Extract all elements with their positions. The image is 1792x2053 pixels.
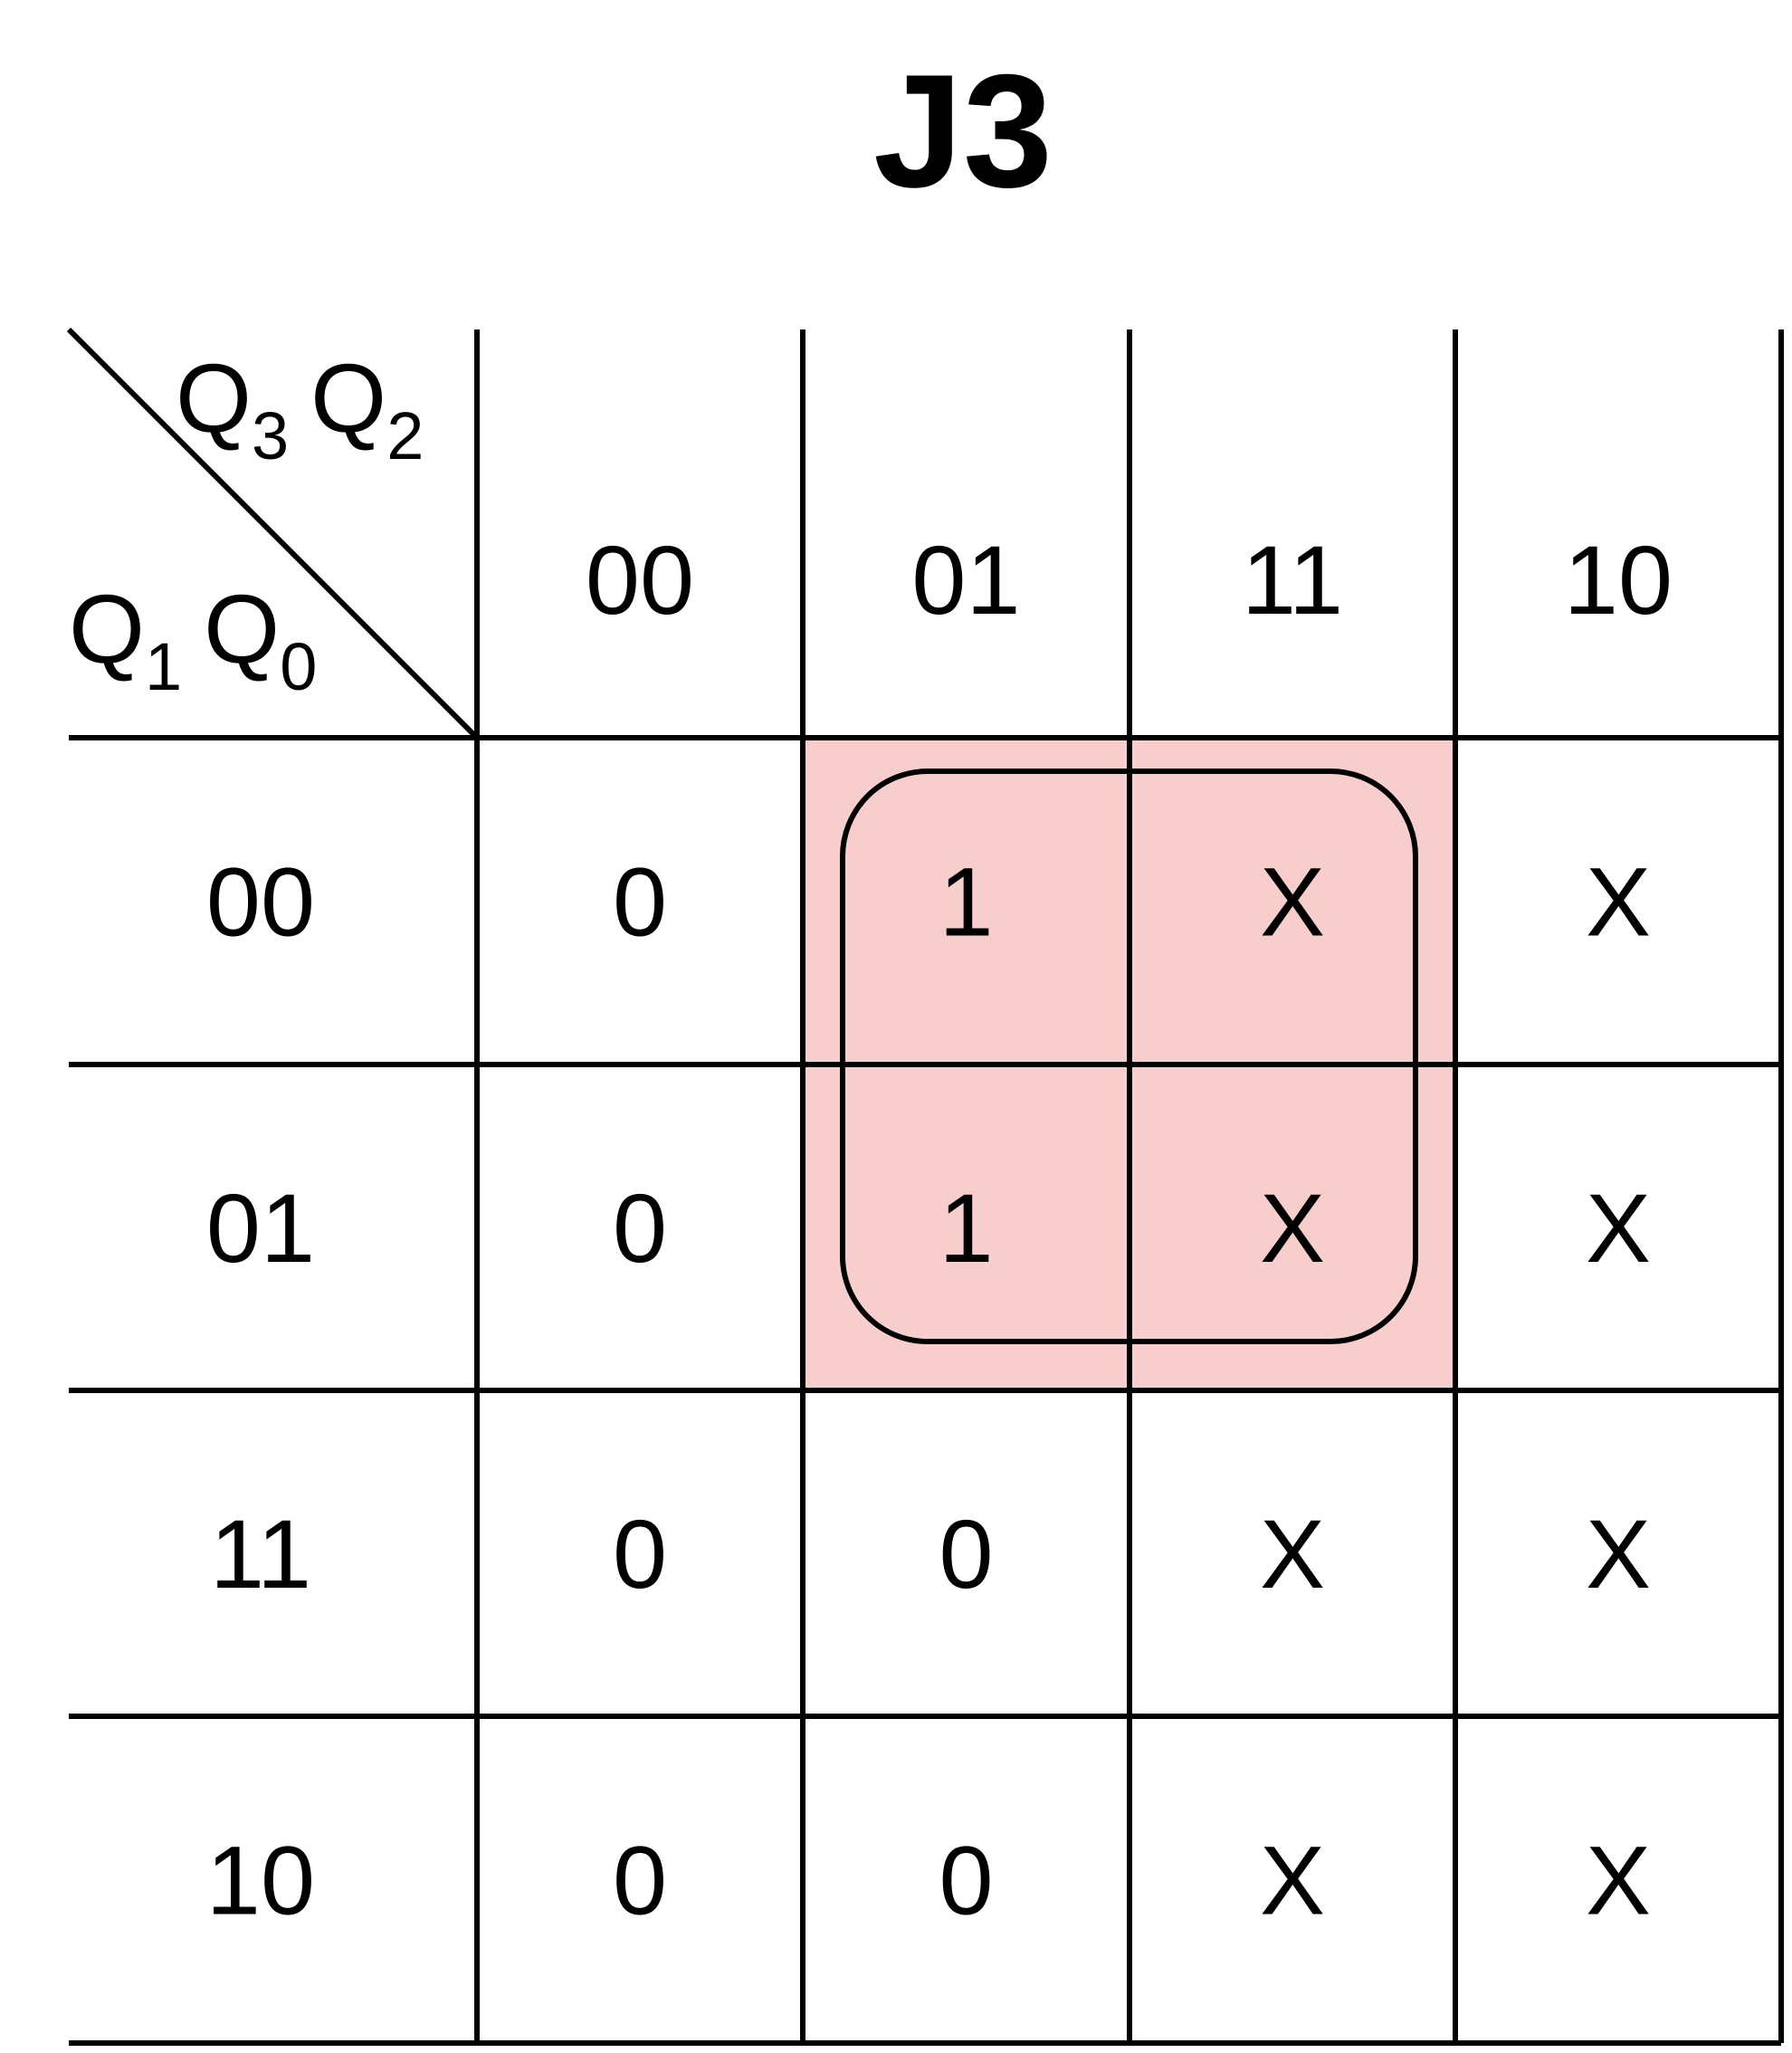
grouping-loop [840,769,1418,1344]
column-header: 01 [911,525,1020,635]
cell-value: X [1586,1173,1651,1283]
variable-name: Q [176,343,252,453]
highlight-cell [803,738,1130,1065]
highlight-cell [1130,1065,1455,1390]
map-title: J3 [873,41,1053,221]
cell-value: X [1260,1173,1325,1283]
corner-diagonal [66,327,480,740]
cell-value: X [1260,1499,1325,1609]
highlight-cell [1130,738,1455,1065]
row-header: 00 [206,847,315,957]
cell-values: 0 1 X X 0 1 X X 0 0 X X 0 0 X X [613,847,1651,1935]
column-headers: 00 01 11 10 [586,525,1673,635]
grid-lines [66,327,1784,2046]
column-header: 11 [1242,525,1343,635]
variable-name: Q [69,574,145,683]
cell-value: X [1586,847,1651,957]
cell-value: X [1586,1499,1651,1609]
variable-name: Q [310,343,386,453]
group-loop [840,769,1418,1344]
cell-value: 1 [939,1173,993,1283]
cell-value: X [1260,847,1325,957]
cell-value: 0 [613,1173,667,1283]
cell-value: X [1586,1826,1651,1935]
cell-value: X [1260,1826,1325,1935]
column-header: 10 [1564,525,1673,635]
cell-value: 0 [939,1499,993,1609]
variable-subscript: 3 [252,398,289,473]
cell-value: 0 [613,1499,667,1609]
row-headers: 00 01 11 10 [206,847,315,1935]
variable-subscript: 0 [280,629,317,704]
column-header: 00 [586,525,694,635]
row-header: 11 [210,1499,311,1609]
cell-value: 1 [939,847,993,957]
column-variables-label: Q3 Q2 [176,343,424,473]
cell-value: 0 [613,847,667,957]
row-header: 10 [206,1826,315,1935]
cell-value: 0 [939,1826,993,1935]
highlight-cell [803,1065,1130,1390]
variable-subscript: 1 [145,629,182,704]
variable-subscript: 2 [386,398,424,473]
highlight-layer [803,738,1455,1390]
row-header: 01 [206,1173,315,1283]
variable-name: Q [204,574,280,683]
cell-value: 0 [613,1826,667,1935]
row-variables-label: Q1 Q0 [69,574,317,704]
